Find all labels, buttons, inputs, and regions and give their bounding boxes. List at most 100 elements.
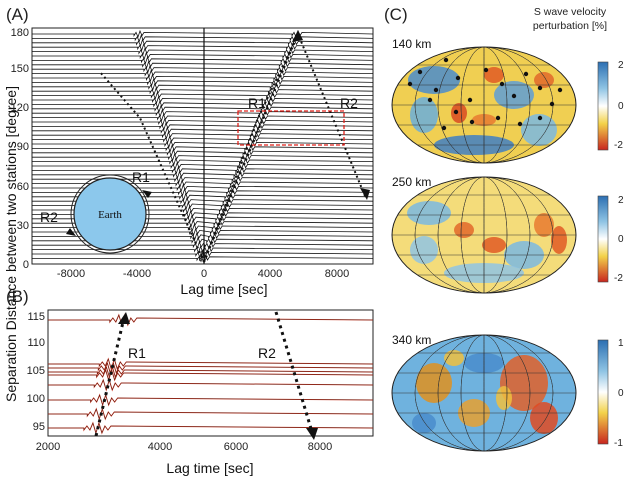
station-dots bbox=[407, 57, 563, 131]
colorbar-title-line-2: perturbation [%] bbox=[533, 20, 607, 32]
earth-label-r2: R2 bbox=[40, 209, 58, 225]
seismogram-trace bbox=[32, 219, 373, 228]
colorbar bbox=[597, 195, 609, 283]
seismogram-trace bbox=[32, 131, 373, 140]
earth-disc bbox=[73, 177, 147, 251]
shared-y-axis-title: Separation Distance between two stations… bbox=[3, 86, 19, 402]
station-dot bbox=[453, 109, 459, 115]
station-dot bbox=[523, 71, 529, 77]
seismogram-trace bbox=[32, 210, 373, 219]
anomaly-patch bbox=[482, 237, 506, 253]
seismogram-trace bbox=[32, 38, 373, 47]
anomaly-patch bbox=[410, 97, 438, 133]
station-dot bbox=[537, 115, 543, 121]
panel-b-traces bbox=[48, 313, 373, 435]
station-dot bbox=[417, 69, 423, 75]
earth-arrow-r2 bbox=[66, 228, 76, 236]
station-dot bbox=[517, 121, 523, 127]
seismogram-trace bbox=[32, 51, 373, 61]
anomaly-patch bbox=[500, 355, 548, 411]
anomaly-patch bbox=[496, 386, 512, 410]
map-depth-label: 140 km bbox=[392, 37, 431, 51]
panel-b-annotation-r1: R1 bbox=[128, 345, 146, 361]
anomaly-patch bbox=[551, 226, 567, 254]
panel-a-y-tick-label: 150 bbox=[11, 63, 29, 75]
panel-letter-c: (C) bbox=[384, 5, 408, 24]
seismogram-trace bbox=[32, 161, 373, 171]
anomaly-patch bbox=[454, 222, 474, 238]
panel-a-y-tick-label: 60 bbox=[17, 181, 29, 193]
panel-a-x-tick-label: -4000 bbox=[123, 268, 151, 280]
anomaly-patch bbox=[410, 236, 438, 264]
panel-letter-b: (B) bbox=[6, 287, 29, 306]
r1-right-branch bbox=[203, 33, 299, 263]
panel-b-x-tick-label: 4000 bbox=[148, 441, 172, 453]
seismogram-trace bbox=[32, 126, 373, 135]
station-dot bbox=[495, 115, 501, 121]
correlation-trace-overlay bbox=[48, 394, 373, 406]
colorbar-tick-label: 2 bbox=[618, 195, 624, 206]
map-depth-label: 340 km bbox=[392, 333, 431, 347]
colorbar-tick-label: 0 bbox=[618, 101, 624, 112]
anomaly-patch bbox=[534, 72, 554, 88]
panel-b-x-tick-label: 8000 bbox=[308, 441, 332, 453]
anomaly-patch bbox=[451, 103, 467, 123]
panel-a-x-tick-label: 0 bbox=[201, 268, 207, 280]
panel-letter-a: (A) bbox=[6, 5, 29, 24]
panel-b-x-tick-label: 2000 bbox=[36, 441, 60, 453]
panel-a-y-axis: 0 30 60 90 120 150 180 bbox=[11, 27, 29, 271]
map-140km: 140 km 2 0 -2 bbox=[391, 37, 624, 164]
panel-a-y-tick-label: 90 bbox=[17, 141, 29, 153]
earth-inset: Earth R1 R2 bbox=[40, 169, 152, 254]
anomaly-patch bbox=[484, 67, 504, 83]
panel-c: S wave velocity perturbation [%] 140 km … bbox=[391, 6, 624, 452]
seismogram-trace bbox=[32, 43, 373, 52]
colorbar bbox=[597, 61, 609, 151]
colorbar bbox=[597, 339, 609, 445]
anomaly-patch bbox=[534, 213, 554, 237]
station-dot bbox=[511, 93, 517, 99]
correlation-trace-overlay bbox=[48, 408, 373, 420]
earth-arrow-r1 bbox=[142, 190, 152, 198]
panel-a-x-axis-title: Lag time [sec] bbox=[180, 281, 267, 297]
map-depth-label: 250 km bbox=[392, 175, 431, 189]
seismogram-trace bbox=[32, 227, 373, 237]
seismogram-trace bbox=[32, 201, 373, 210]
map-250km: 250 km 2 0 -2 bbox=[391, 175, 624, 294]
seismogram-trace bbox=[32, 144, 373, 153]
station-dot bbox=[407, 81, 413, 87]
station-dot bbox=[441, 125, 447, 131]
seismogram-trace bbox=[32, 254, 373, 263]
map-anomaly-patches bbox=[408, 66, 557, 155]
panel-a-y-tick-label: 0 bbox=[23, 259, 29, 271]
station-dot bbox=[469, 119, 475, 125]
seismogram-trace bbox=[32, 205, 373, 215]
zoom-box bbox=[237, 110, 345, 146]
anomaly-patch bbox=[444, 350, 464, 366]
seismogram-trace bbox=[32, 47, 373, 56]
panel-b-y-tick-label: 95 bbox=[33, 421, 45, 433]
anomaly-patch bbox=[521, 114, 557, 146]
seismogram-trace bbox=[32, 60, 373, 69]
seismogram-trace bbox=[32, 223, 373, 232]
panel-b-frame bbox=[47, 309, 374, 437]
anomaly-patch bbox=[407, 201, 451, 225]
map-outline bbox=[391, 334, 577, 452]
station-dot bbox=[537, 85, 543, 91]
seismogram-trace bbox=[32, 214, 373, 223]
panel-b-x-axis: 2000 4000 6000 8000 Lag time [sec] bbox=[36, 441, 332, 476]
panel-a: R1 R2 Earth R1 R2 -8000 -4000 0 4000 800… bbox=[11, 27, 374, 297]
seismogram-trace bbox=[32, 65, 373, 74]
panel-b-x-tick-label: 6000 bbox=[224, 441, 248, 453]
colorbar-tick-label: 2 bbox=[618, 60, 624, 71]
earth-label: Earth bbox=[98, 209, 122, 221]
seismogram-trace bbox=[32, 117, 373, 127]
panel-b-x-axis-title: Lag time [sec] bbox=[166, 460, 253, 476]
colorbar-title-line-1: S wave velocity bbox=[534, 6, 607, 18]
panel-b-y-tick-label: 115 bbox=[27, 311, 45, 323]
panel-b-r1-arrowhead bbox=[118, 312, 130, 324]
panel-a-y-tick-label: 120 bbox=[11, 102, 29, 114]
seismogram-trace bbox=[32, 232, 373, 241]
station-dot bbox=[455, 75, 461, 81]
panel-b-y-tick-label: 110 bbox=[27, 337, 45, 349]
